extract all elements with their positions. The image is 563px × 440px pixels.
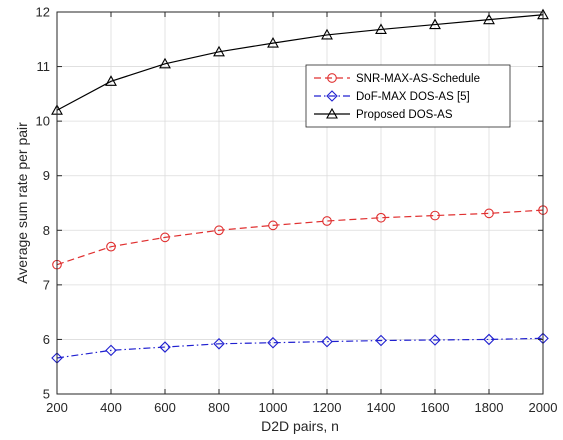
legend-label: Proposed DOS-AS [356, 109, 453, 121]
x-tick-label: 800 [208, 400, 230, 415]
y-tick-label: 6 [43, 332, 50, 347]
x-tick-label: 200 [46, 400, 68, 415]
legend-entry: DoF-MAX DOS-AS [5] [314, 90, 470, 103]
legend: SNR-MAX-AS-Schedule DoF-MAX DOS-AS [5] Pro… [305, 64, 511, 128]
x-axis-label: D2D pairs, n [261, 418, 339, 434]
x-tick-label: 1200 [313, 400, 342, 415]
legend-label: DoF-MAX DOS-AS [5] [356, 91, 470, 103]
y-tick-label: 12 [36, 5, 50, 20]
y-tick-label: 10 [36, 114, 50, 129]
y-tick-label: 11 [37, 59, 51, 74]
plot-frame [56, 11, 544, 395]
y-tick-label: 5 [43, 387, 50, 402]
axis-ticks: 200 400 600 800 1000 1200 1400 1600 1800 2000 5 6 7 8… [36, 5, 558, 416]
data-point [105, 344, 117, 357]
data-point [483, 333, 495, 346]
data-point [105, 75, 117, 86]
data-point [213, 338, 225, 350]
y-tick-label: 9 [43, 168, 50, 183]
data-point [484, 208, 494, 219]
data-point [429, 18, 441, 30]
data-point [160, 232, 170, 243]
y-axis-label: Average sum rate per pair [14, 122, 30, 284]
legend-marker [327, 73, 337, 83]
data-point [106, 241, 116, 252]
x-tick-label: 1800 [475, 400, 504, 415]
x-tick-label: 600 [154, 400, 176, 415]
legend-entry: SNR-MAX-AS-Schedule [314, 73, 480, 85]
data-point [375, 23, 387, 35]
data-point [268, 220, 278, 231]
x-tick-label: 1400 [367, 400, 396, 415]
x-tick-label: 2000 [529, 400, 558, 415]
legend-entry: Proposed DOS-AS [314, 107, 453, 121]
data-point [376, 212, 386, 223]
series-line [56, 209, 544, 266]
data-point [375, 334, 387, 347]
legend-marker [326, 90, 338, 102]
data-point [267, 336, 279, 349]
data-point [483, 13, 495, 25]
data-point [321, 28, 333, 40]
data-point [321, 335, 333, 348]
legend-marker [326, 107, 338, 119]
data-point [159, 341, 171, 353]
data-point [430, 210, 440, 221]
data-point [214, 225, 224, 236]
x-tick-label: 400 [100, 400, 122, 415]
data-point [213, 45, 225, 57]
legend-label: SNR-MAX-AS-Schedule [356, 73, 480, 85]
x-tick-label: 1600 [421, 400, 450, 415]
data-point [322, 216, 332, 226]
series-line [56, 14, 544, 111]
y-tick-label: 7 [43, 277, 50, 292]
data-point [429, 334, 441, 346]
x-tick-label: 1000 [259, 400, 288, 415]
y-tick-label: 8 [43, 223, 50, 238]
data-point [159, 57, 171, 69]
data-point [267, 36, 279, 48]
